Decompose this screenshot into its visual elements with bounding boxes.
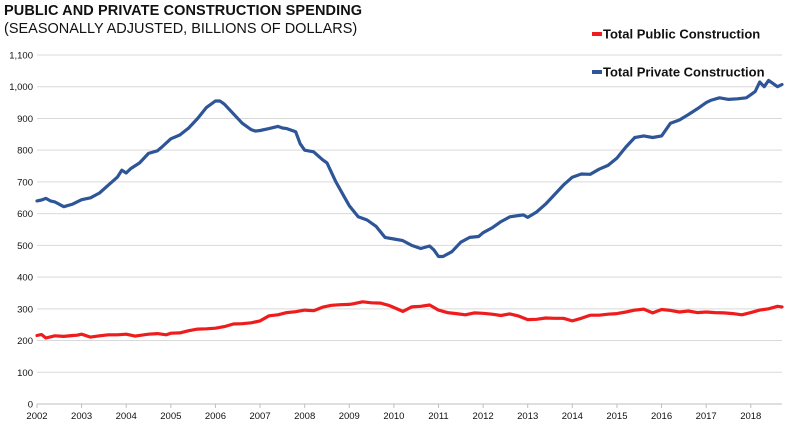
public-construction-line <box>35 300 784 340</box>
y-tick-label: 600 <box>17 209 33 220</box>
y-axis-ticks: 0 100 200 300 400 500 600 700 800 900 1,000 1,100 <box>9 51 33 411</box>
x-tick-label: 2008 <box>294 411 315 422</box>
private-construction-line <box>35 78 784 259</box>
series-lines <box>35 78 784 340</box>
x-tick-label: 2007 <box>249 411 270 422</box>
x-axis-ticks: 2002 2003 2004 2005 2006 2007 2008 2009 2010 2011… <box>26 404 761 422</box>
y-tick-label: 1,100 <box>9 51 33 62</box>
y-tick-label: 100 <box>17 368 33 379</box>
y-tick-label: 400 <box>17 273 33 284</box>
x-tick-label: 2011 <box>428 411 448 422</box>
x-tick-label: 2004 <box>116 411 137 422</box>
x-tick-label: 2015 <box>606 411 627 422</box>
y-tick-label: 700 <box>17 177 33 188</box>
chart-subtitle: (SEASONALLY ADJUSTED, BILLIONS OF DOLLAR… <box>4 21 358 37</box>
legend-label: Total Private Construction <box>603 65 765 80</box>
chart-title: PUBLIC AND PRIVATE CONSTRUCTION SPENDING <box>4 3 363 19</box>
y-tick-label: 800 <box>17 146 33 157</box>
y-tick-label: 200 <box>17 336 33 347</box>
y-tick-label: 500 <box>17 241 33 252</box>
legend: Total Public Construction Total Private C… <box>592 27 765 80</box>
y-tick-label: 900 <box>17 114 33 125</box>
legend-label: Total Public Construction <box>603 27 760 42</box>
x-tick-label: 2017 <box>696 411 717 422</box>
x-tick-label: 2003 <box>71 411 92 422</box>
x-tick-label: 2006 <box>205 411 226 422</box>
x-tick-label: 2013 <box>517 411 538 422</box>
y-tick-label: 0 <box>28 400 33 411</box>
y-tick-label: 1,000 <box>9 82 33 93</box>
x-tick-label: 2010 <box>383 411 404 422</box>
x-tick-label: 2005 <box>160 411 181 422</box>
x-tick-label: 2012 <box>473 411 494 422</box>
x-tick-label: 2014 <box>562 411 583 422</box>
x-tick-label: 2002 <box>26 411 47 422</box>
y-tick-label: 300 <box>17 304 33 315</box>
x-tick-label: 2009 <box>339 411 360 422</box>
gridlines <box>37 54 782 405</box>
x-tick-label: 2018 <box>740 411 761 422</box>
x-tick-label: 2016 <box>651 411 672 422</box>
